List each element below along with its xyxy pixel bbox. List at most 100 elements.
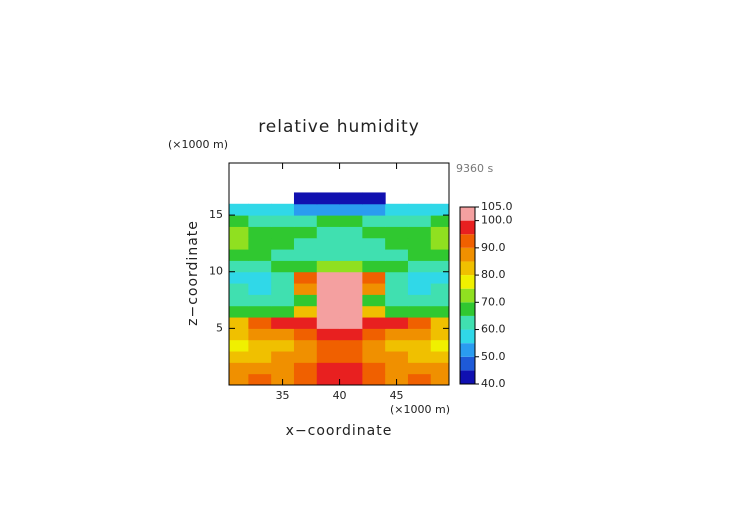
- contour-cell: [407, 237, 432, 250]
- contour-cell: [430, 237, 450, 250]
- contour-cell: [407, 317, 432, 329]
- contour-cell: [293, 373, 318, 386]
- y-tick-label: 10: [209, 265, 223, 278]
- contour-cell: [385, 294, 409, 307]
- y-tick-label: 15: [209, 208, 223, 221]
- contour-cell: [271, 226, 295, 239]
- contour-cell: [407, 260, 432, 273]
- contour-cell: [248, 283, 272, 295]
- contour-cell: [407, 203, 432, 216]
- contour-cell: [316, 271, 341, 284]
- contour-cell: [316, 362, 341, 375]
- contour-cell: [293, 226, 318, 239]
- contour-cell: [385, 226, 409, 239]
- colorbar-swatch: [460, 207, 475, 221]
- contour-cell: [271, 260, 295, 273]
- contour-cell: [229, 226, 249, 239]
- colorbar-label: 90.0: [481, 241, 506, 254]
- contour-cell: [339, 317, 363, 329]
- contour-cell: [271, 203, 295, 216]
- contour-cell: [229, 215, 249, 227]
- contour-cell: [362, 260, 386, 273]
- contour-cell: [248, 271, 272, 284]
- contour-cell: [316, 260, 341, 273]
- time-label: 9360 s: [456, 162, 493, 175]
- contour-cell: [385, 203, 409, 216]
- colorbar-swatch: [460, 370, 475, 384]
- contour-cell: [385, 328, 409, 341]
- contour-cell: [293, 203, 318, 216]
- contour-cell: [339, 305, 363, 318]
- contour-cell: [271, 283, 295, 295]
- contour-cell: [229, 305, 249, 318]
- contour-cell: [316, 339, 341, 352]
- contour-cell: [430, 339, 450, 352]
- x-tick-label: 40: [333, 389, 347, 402]
- contour-cell: [362, 283, 386, 295]
- contour-cell: [229, 339, 249, 352]
- contour-cell: [385, 271, 409, 284]
- contour-cell: [271, 351, 295, 363]
- contour-cell: [430, 283, 450, 295]
- contour-cell: [430, 362, 450, 375]
- contour-cell: [430, 317, 450, 329]
- contour-cell: [248, 215, 272, 227]
- contour-cell: [271, 305, 295, 318]
- contour-cell: [229, 237, 249, 250]
- contour-cell: [362, 249, 386, 261]
- contour-cell: [430, 294, 450, 307]
- contour-cell: [248, 351, 272, 363]
- colorbar-label: 105.0: [481, 200, 513, 213]
- contour-cell: [248, 362, 272, 375]
- colorbar-frame: [459, 206, 476, 385]
- colorbar-swatch: [460, 356, 475, 371]
- contour-cell: [430, 351, 450, 363]
- contour-cell: [229, 271, 249, 284]
- colorbar-swatch: [460, 329, 475, 344]
- contour-cell: [316, 192, 341, 205]
- contour-cell: [362, 226, 386, 239]
- contour-cell: [385, 249, 409, 261]
- contour-cell: [248, 203, 272, 216]
- contour-cell: [362, 305, 386, 318]
- contour-cell: [407, 339, 432, 352]
- colorbar-label: 80.0: [481, 268, 506, 281]
- colorbar-label: 70.0: [481, 295, 506, 308]
- contour-cell: [407, 362, 432, 375]
- contour-cell: [385, 215, 409, 227]
- contour-cell: [430, 373, 450, 386]
- contour-cell: [229, 317, 249, 329]
- contour-cell: [362, 215, 386, 227]
- colorbar-label: 100.0: [481, 214, 513, 227]
- contour-cell: [316, 351, 341, 363]
- contour-cell: [407, 373, 432, 386]
- colorbar-label: 60.0: [481, 323, 506, 336]
- contour-cell: [362, 237, 386, 250]
- contour-cell: [293, 294, 318, 307]
- contour-cell: [385, 339, 409, 352]
- contour-cell: [339, 283, 363, 295]
- contour-cell: [385, 351, 409, 363]
- contour-cell: [430, 271, 450, 284]
- contour-cell: [407, 283, 432, 295]
- contour-cell: [385, 317, 409, 329]
- contour-cell: [362, 271, 386, 284]
- contour-cell: [229, 283, 249, 295]
- contour-cell: [430, 215, 450, 227]
- contour-cell: [271, 339, 295, 352]
- contour-cell: [229, 294, 249, 307]
- contour-cell: [430, 260, 450, 273]
- contour-cell: [293, 317, 318, 329]
- colorbar-swatch: [460, 302, 475, 316]
- contour-cell: [271, 362, 295, 375]
- contour-cell: [271, 249, 295, 261]
- contour-cell: [316, 249, 341, 261]
- colorbar-swatch: [460, 343, 475, 357]
- contour-cell: [293, 339, 318, 352]
- colorbar-swatch: [460, 220, 475, 235]
- contour-cell: [229, 203, 249, 216]
- contour-cell: [339, 226, 363, 239]
- contour-cell: [339, 237, 363, 250]
- contour-cell: [385, 260, 409, 273]
- contour-cell: [316, 226, 341, 239]
